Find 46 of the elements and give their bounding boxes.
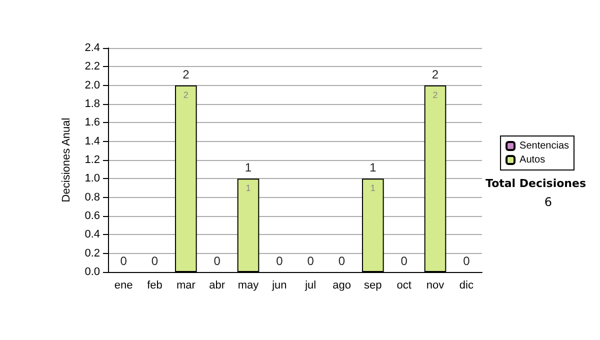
y-tick-label: 0.8 xyxy=(84,191,100,204)
x-tick-label: dic xyxy=(459,280,474,292)
y-tick-label: 0.0 xyxy=(84,266,100,278)
y-tick-label: 1.2 xyxy=(84,154,100,166)
x-tick-label: jun xyxy=(271,280,287,292)
text: Total Decisiones xyxy=(486,177,586,190)
y-tick-label: 2.0 xyxy=(84,79,100,92)
total-label: 0 xyxy=(120,254,128,268)
y-tick-label: 0.6 xyxy=(84,210,100,222)
text: 6 xyxy=(544,195,552,209)
y-tick-label: 2.2 xyxy=(84,60,100,73)
data-label: 1 xyxy=(370,183,376,194)
y-tick-label: 1.0 xyxy=(84,172,100,185)
total-label: 0 xyxy=(214,254,221,268)
total-label: 0 xyxy=(463,254,470,268)
total-label: 0 xyxy=(151,254,158,268)
data-label: 2 xyxy=(432,90,438,100)
data-label: 2 xyxy=(183,90,188,100)
x-tick-label: oct xyxy=(396,280,412,292)
total-label: 2 xyxy=(432,67,439,82)
x-tick-label: nov xyxy=(426,280,445,292)
legend-label: Autos xyxy=(520,154,546,166)
total-label: 0 xyxy=(400,254,408,268)
x-tick-label: abr xyxy=(209,280,226,292)
y-axis-title: Decisiones Anual xyxy=(60,118,72,202)
x-tick-label: jul xyxy=(304,280,316,292)
total-label: 2 xyxy=(182,67,190,82)
total-label: 0 xyxy=(338,254,346,268)
y-tick-label: 1.6 xyxy=(84,116,100,129)
total-label: 0 xyxy=(276,254,284,268)
y-tick-label: 1.8 xyxy=(84,98,100,110)
x-tick-label: mar xyxy=(176,280,196,292)
x-tick-label: ene xyxy=(114,280,133,292)
total-label: 1 xyxy=(370,160,377,175)
y-tick-label: 2.4 xyxy=(84,42,100,54)
x-tick-label: sep xyxy=(364,280,382,292)
x-tick-label: may xyxy=(238,280,260,292)
total-label: 1 xyxy=(244,160,252,175)
x-tick-label: feb xyxy=(147,280,162,292)
total-label: 0 xyxy=(307,254,314,268)
x-tick-label: ago xyxy=(332,280,351,292)
y-tick-label: 1.4 xyxy=(84,135,100,148)
y-tick-label: 0.4 xyxy=(84,228,100,241)
legend-label: Sentencias xyxy=(520,140,570,152)
y-tick-label: 0.2 xyxy=(84,247,100,260)
data-label: 1 xyxy=(246,183,251,194)
